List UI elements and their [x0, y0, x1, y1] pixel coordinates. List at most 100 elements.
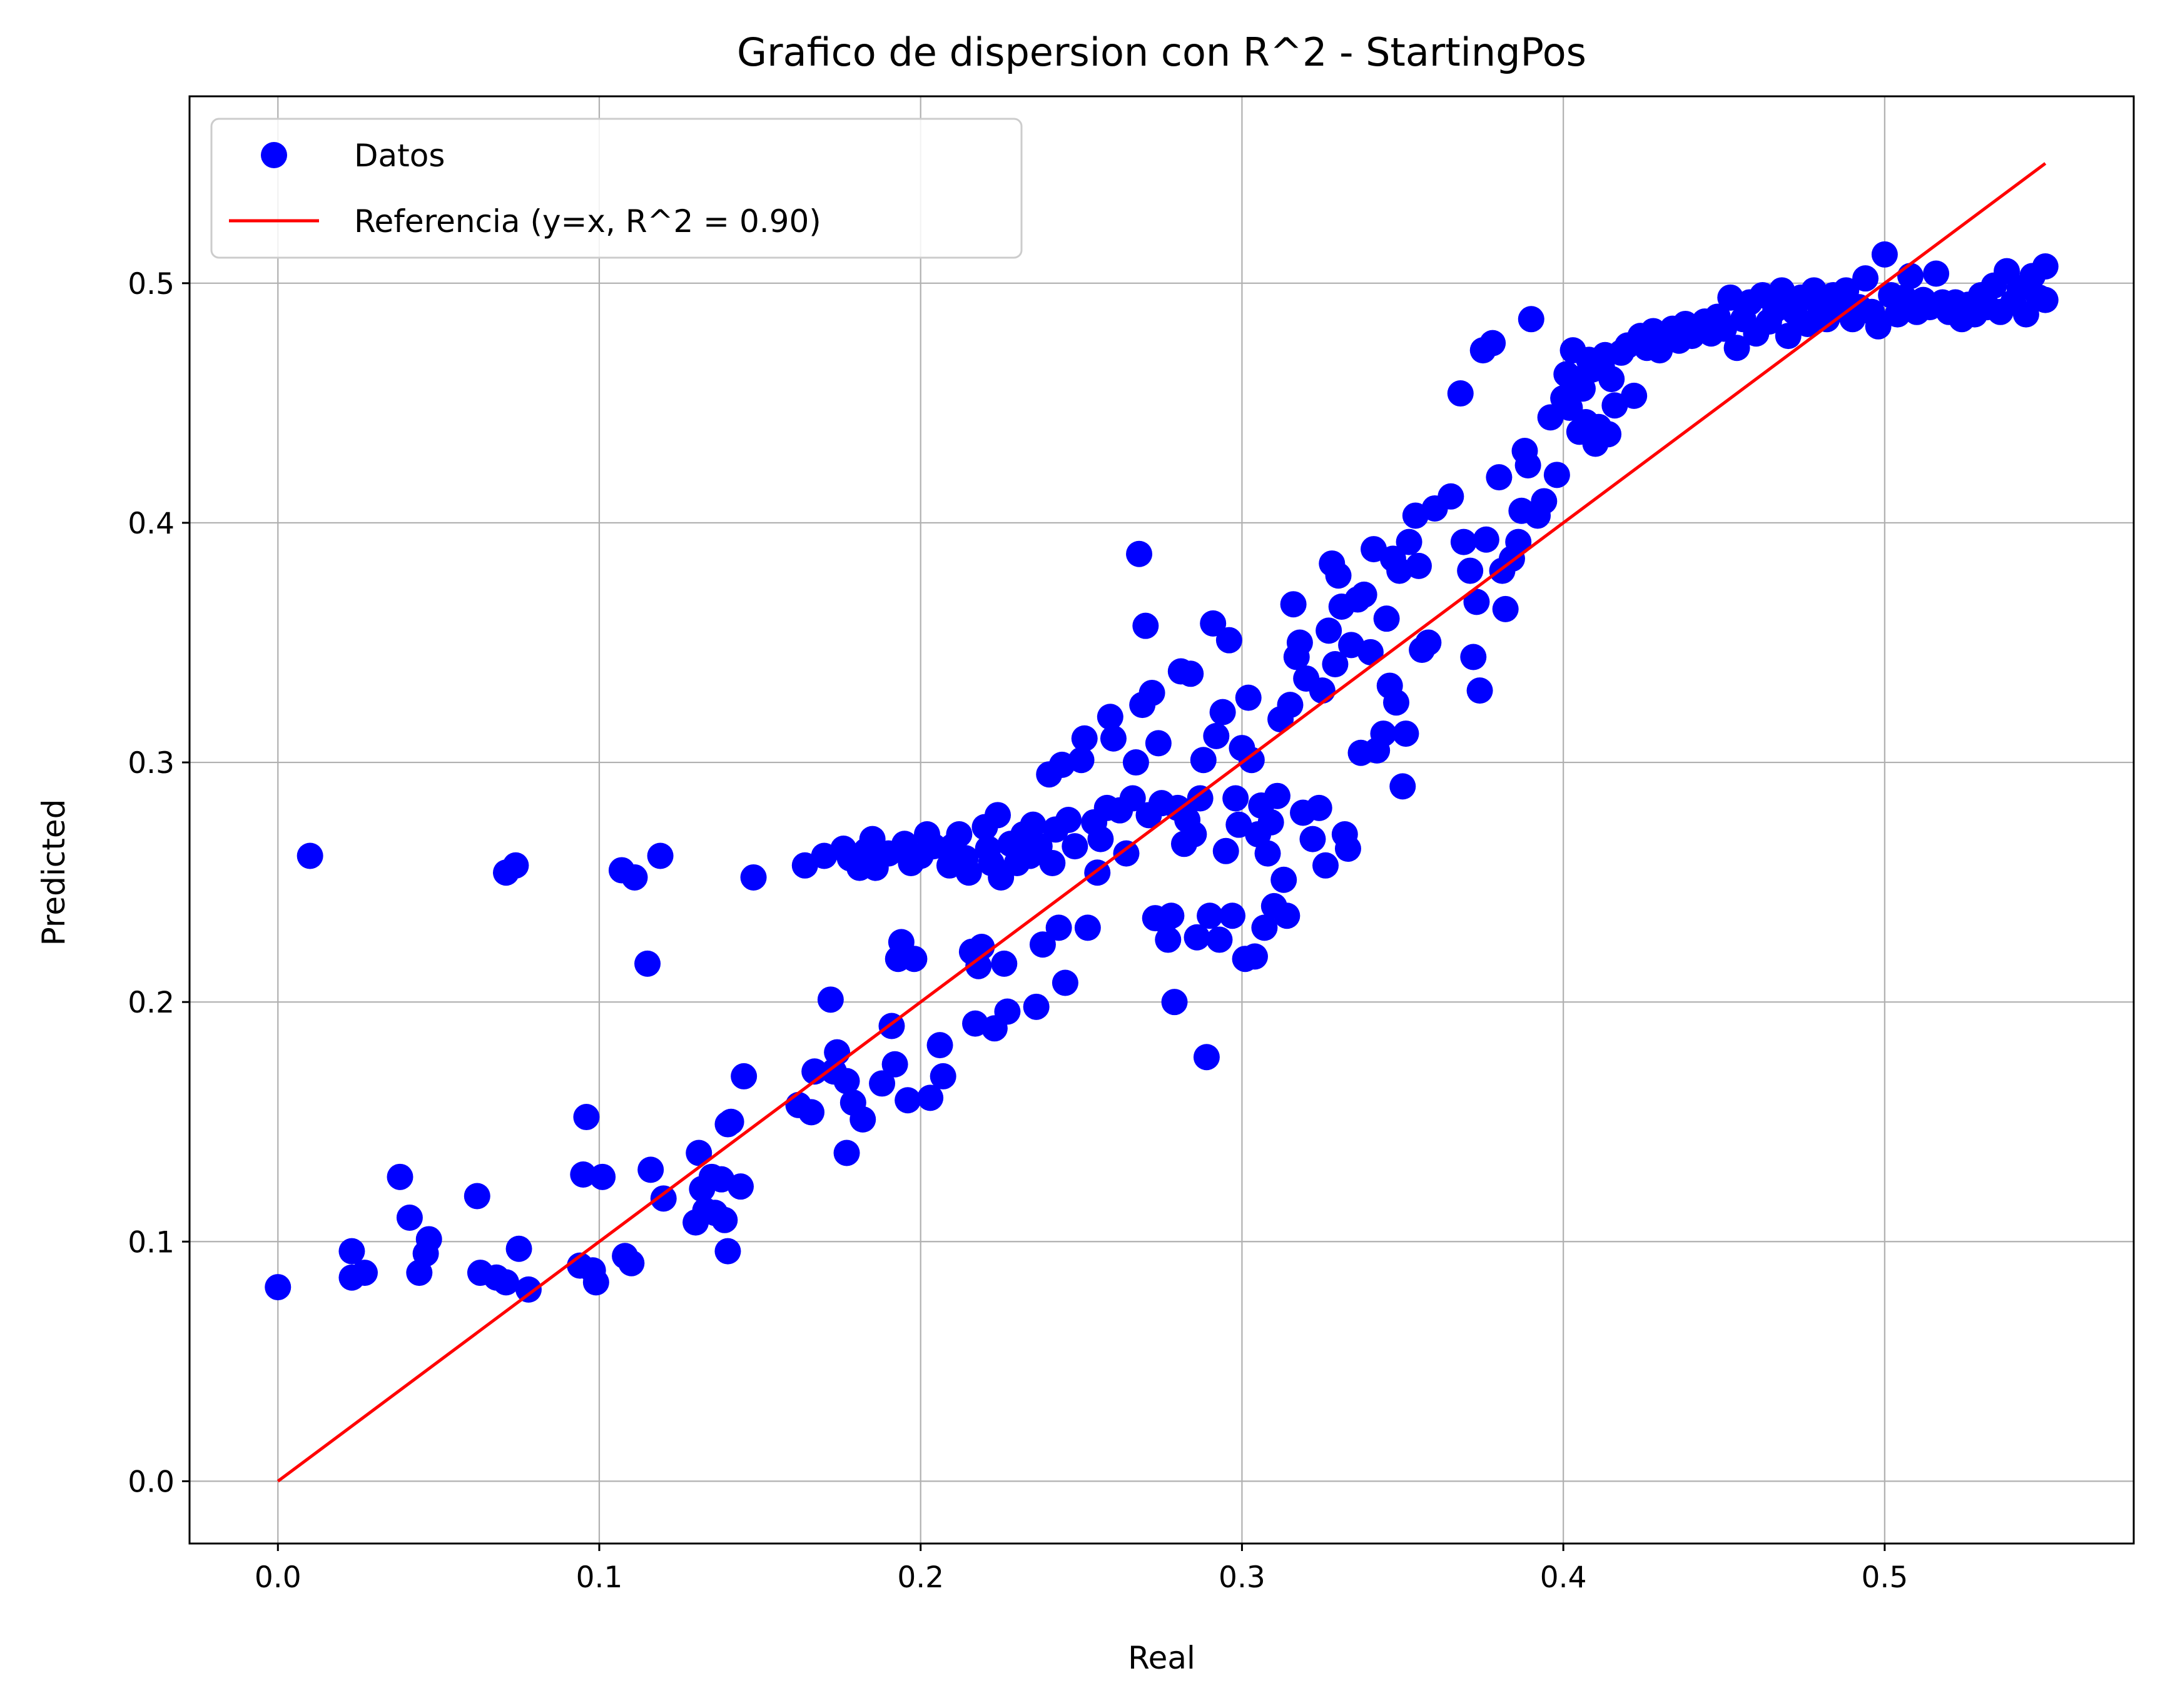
y-tick-label: 0.1 [128, 1225, 175, 1260]
data-point [1184, 924, 1210, 951]
data-point [265, 1274, 292, 1301]
data-point [1020, 811, 1047, 838]
data-point [798, 1099, 825, 1126]
data-point [895, 1087, 921, 1114]
data-point [1145, 730, 1172, 757]
y-tick-label: 0.0 [128, 1465, 175, 1499]
data-point [1155, 926, 1182, 953]
y-axis-label: Predicted [36, 799, 72, 946]
data-point [1322, 650, 1349, 677]
data-point [1775, 323, 1802, 350]
chart-title: Grafico de dispersion con R^2 - Starting… [737, 29, 1586, 75]
x-tick-label: 0.5 [1861, 1560, 1908, 1595]
plot-area [265, 162, 2059, 1483]
data-point [338, 1238, 365, 1265]
data-point [833, 1140, 860, 1166]
data-point [502, 852, 529, 879]
axes-frame [188, 95, 2135, 1545]
data-point [817, 986, 844, 1013]
data-point [994, 998, 1021, 1025]
data-point [1097, 704, 1123, 730]
data-point [955, 859, 982, 886]
data-point [1505, 528, 1532, 555]
data-point [1531, 488, 1558, 515]
data-point [1897, 263, 1924, 290]
data-point [1187, 785, 1214, 812]
legend-label: Referencia (y=x, R^2 = 0.90) [354, 203, 821, 240]
y-tick-label: 0.4 [128, 507, 175, 541]
data-point [1219, 902, 1246, 929]
data-point [1180, 821, 1207, 847]
data-point [2032, 286, 2059, 313]
data-point [1052, 969, 1078, 996]
data-point [621, 864, 648, 891]
data-point [728, 1173, 754, 1200]
data-point [901, 946, 928, 973]
data-point [1871, 241, 1898, 268]
x-tick-label: 0.4 [1540, 1560, 1587, 1595]
data-point [1193, 1044, 1220, 1071]
data-point [493, 1269, 520, 1296]
data-point [869, 1070, 896, 1097]
data-point [1039, 849, 1066, 876]
data-point [1023, 993, 1050, 1020]
data-point [946, 821, 973, 847]
data-point [1514, 452, 1541, 478]
data-point [731, 1063, 758, 1089]
data-point [833, 1068, 860, 1094]
data-point [647, 842, 674, 869]
data-point [920, 833, 947, 860]
data-point [1457, 557, 1484, 584]
data-point [1254, 840, 1281, 867]
x-tick-label: 0.1 [576, 1560, 623, 1595]
data-point [1045, 914, 1072, 941]
data-point [1274, 902, 1301, 929]
data-point [464, 1183, 490, 1210]
data-point [1447, 380, 1474, 407]
data-point [1158, 902, 1185, 929]
data-point [1074, 914, 1101, 941]
data-point [711, 1206, 738, 1233]
data-point [1415, 629, 1442, 656]
data-point [1200, 610, 1227, 637]
data-point [1215, 627, 1242, 654]
data-point [1357, 639, 1384, 665]
legend-marker-datos [261, 142, 287, 168]
data-point [1257, 809, 1284, 836]
data-point [1437, 483, 1464, 510]
data-point [1325, 562, 1352, 589]
data-point [1177, 660, 1204, 687]
data-point [1852, 265, 1879, 292]
data-point [740, 864, 767, 891]
data-point [505, 1235, 532, 1262]
data-point [930, 1063, 956, 1089]
data-point [515, 1276, 542, 1303]
data-point [387, 1163, 413, 1190]
data-point [1299, 826, 1326, 852]
data-point [1190, 747, 1217, 774]
data-point [1100, 725, 1127, 752]
data-point [1270, 866, 1297, 893]
data-point [1209, 699, 1236, 725]
data-point [1486, 464, 1513, 491]
x-tick-label: 0.3 [1219, 1560, 1265, 1595]
data-point [634, 950, 661, 977]
data-point [985, 802, 1012, 829]
data-point [1373, 605, 1400, 632]
data-point [396, 1204, 423, 1231]
data-point [1463, 589, 1490, 615]
data-point [1222, 785, 1249, 812]
data-point [1389, 773, 1416, 800]
data-point [1473, 526, 1499, 553]
data-point [1161, 989, 1188, 1016]
x-tick-label: 0.0 [255, 1560, 302, 1595]
data-point [1492, 595, 1519, 622]
reference-line [276, 162, 2047, 1483]
data-point [881, 1051, 908, 1078]
data-point [1087, 826, 1114, 852]
data-point [618, 1250, 645, 1276]
data-point [1396, 528, 1422, 555]
data-point [849, 1106, 876, 1133]
